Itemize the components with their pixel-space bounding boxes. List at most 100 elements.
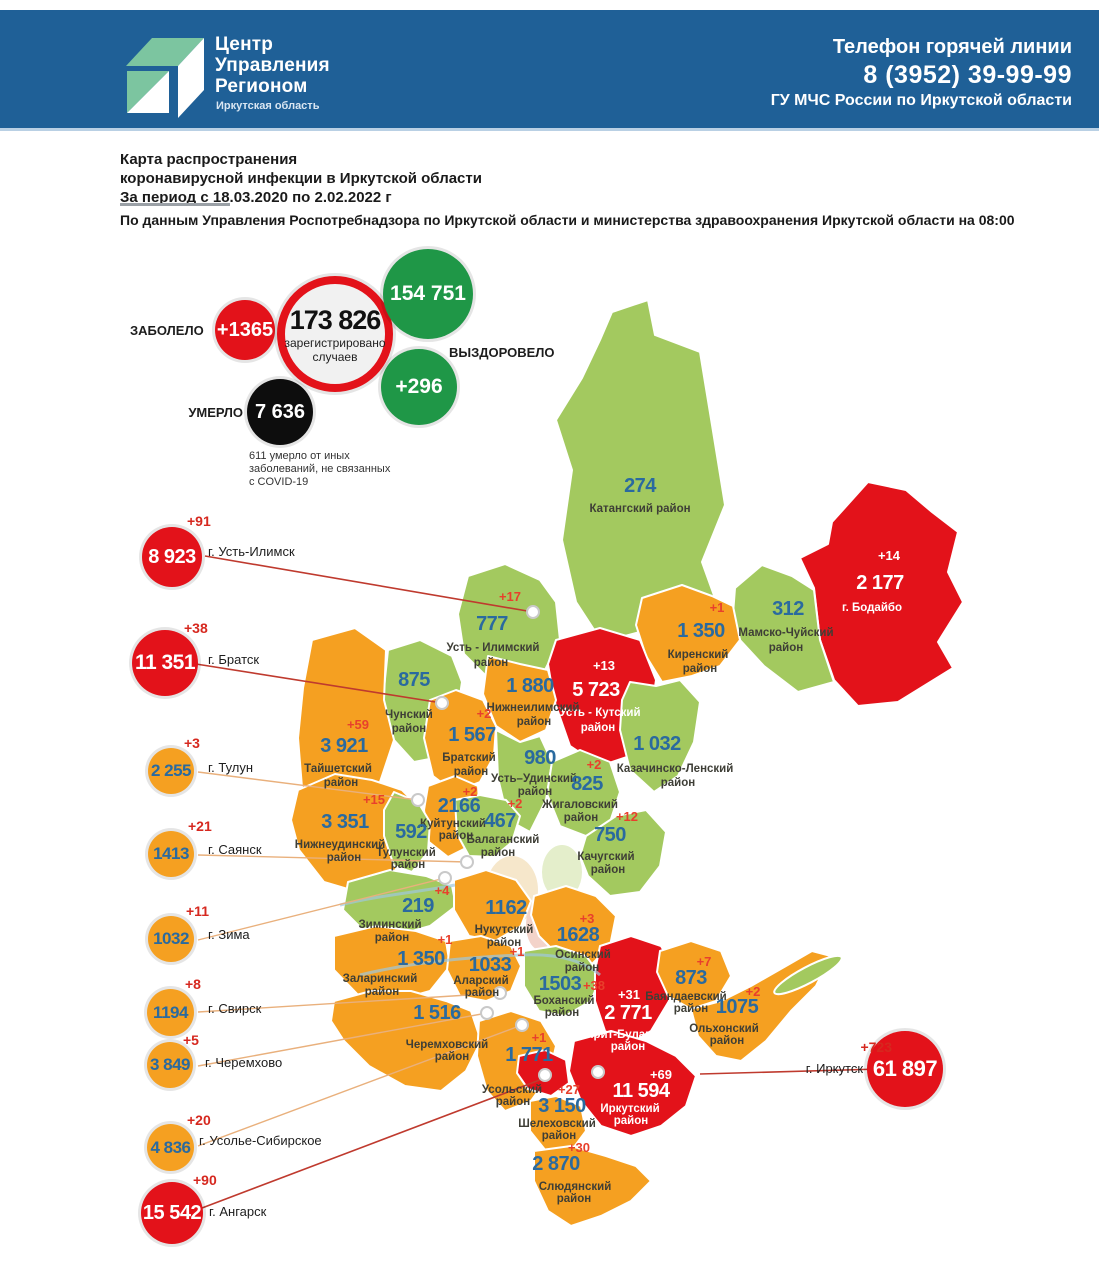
region-delta: +27 bbox=[558, 1082, 580, 1097]
region-shelekhovsky bbox=[529, 1095, 587, 1152]
city-circle: 15 542 bbox=[141, 1182, 203, 1244]
region-delta: +2 bbox=[508, 796, 523, 811]
region-value: 2166 bbox=[438, 795, 481, 817]
region-delta: +2 bbox=[746, 984, 761, 999]
region-value: 1 567 bbox=[448, 724, 496, 746]
region-name: Черемховский bbox=[406, 1039, 488, 1051]
registered-circle: 173 826 зарегистрировано случаев bbox=[277, 276, 393, 392]
region-name: Нижнеилимский bbox=[487, 702, 580, 714]
region-name: район bbox=[474, 657, 509, 669]
logo-subtitle: Иркутская область bbox=[216, 100, 320, 112]
region-value: 3 921 bbox=[320, 735, 368, 757]
region-value: 2 771 bbox=[604, 1002, 652, 1024]
region-name: район bbox=[611, 1041, 646, 1053]
region-name: Тайшетский bbox=[304, 763, 372, 775]
city-dot-tulun bbox=[411, 793, 425, 807]
region-name: Усть - Илимский bbox=[446, 642, 539, 654]
city-circle: 3 849 bbox=[147, 1042, 193, 1088]
connector-angarsk bbox=[201, 1077, 546, 1209]
region-value: 1 350 bbox=[677, 620, 725, 642]
region-delta: +69 bbox=[650, 1067, 672, 1082]
city-delta: +38 bbox=[184, 620, 208, 636]
region-name: район bbox=[565, 962, 600, 974]
region-name: Заларинский bbox=[343, 973, 418, 985]
region-name: Нижнеудинский bbox=[295, 839, 385, 851]
region-name: район bbox=[557, 1193, 592, 1205]
region-name: Иркутский bbox=[600, 1103, 659, 1115]
region-name: Киренский bbox=[668, 649, 729, 661]
region-name: район bbox=[365, 986, 400, 998]
city-ust-ilimsk: 8 923 +91 г. Усть-Илимск bbox=[142, 513, 295, 587]
registered-value: 173 826 bbox=[289, 304, 382, 335]
region-delta: +3 bbox=[580, 911, 595, 926]
hotline-block: Телефон горячей линии 8 (3952) 39-99-99 … bbox=[771, 34, 1072, 112]
region-name: Нукутский bbox=[475, 924, 534, 936]
city-delta: +3 bbox=[184, 735, 200, 751]
region-value: 274 bbox=[624, 475, 657, 497]
region-name: г. Бодайбо bbox=[842, 602, 902, 614]
region-value: 1075 bbox=[716, 996, 759, 1018]
city-value: 1413 bbox=[153, 844, 189, 863]
dead-note-line2: заболеваний, не связанных bbox=[249, 463, 391, 475]
region-nizhneilimsky bbox=[482, 655, 557, 743]
region-slyudyansky bbox=[533, 1145, 652, 1227]
region-value: 1 516 bbox=[413, 1002, 461, 1024]
region-value: 11 594 bbox=[612, 1080, 670, 1102]
region-value: 1503 bbox=[539, 973, 582, 995]
region-name: Мамско-Чуйский bbox=[738, 627, 833, 639]
region-kachugsky bbox=[579, 809, 667, 897]
region-value: 2 177 bbox=[856, 572, 904, 594]
hotline-label: Телефон горячей линии bbox=[832, 36, 1072, 58]
city-svirsk: 1194 +8 г. Свирск bbox=[147, 976, 261, 1036]
region-delta: +2 bbox=[477, 706, 492, 721]
region-name: Усть - Кутский bbox=[559, 707, 640, 719]
recovered-value: 154 751 bbox=[390, 282, 466, 305]
sick-delta-circle: +1365 bbox=[215, 300, 275, 360]
city-value: 8 923 bbox=[148, 545, 196, 568]
region-delta: +38 bbox=[583, 978, 605, 993]
city-value: 1032 bbox=[153, 929, 189, 948]
city-dot-sayansk bbox=[460, 855, 474, 869]
city-delta: +90 bbox=[193, 1172, 217, 1188]
region-cheremkhovsky bbox=[330, 990, 482, 1092]
region-name: район bbox=[614, 1115, 649, 1127]
region-name: Усольский bbox=[482, 1084, 542, 1096]
region-name: Братский bbox=[442, 752, 495, 764]
region-value: 592 bbox=[395, 821, 427, 843]
region-bayandaevsky bbox=[656, 940, 732, 1010]
region-name: район bbox=[674, 1003, 709, 1015]
region-value: 777 bbox=[476, 613, 508, 635]
city-angarsk: 15 542 +90 г. Ангарск bbox=[141, 1172, 266, 1244]
region-balagansky bbox=[454, 794, 521, 858]
region-name: район bbox=[710, 1035, 745, 1047]
olkhon-island bbox=[773, 954, 843, 996]
hotline-phone: 8 (3952) 39-99-99 bbox=[863, 61, 1072, 89]
region-value: 750 bbox=[594, 824, 626, 846]
logo-title: Центр Управления Регионом bbox=[215, 34, 330, 97]
city-label: г. Иркутск bbox=[805, 1061, 863, 1076]
region-name: район bbox=[439, 830, 474, 842]
region-value: 467 bbox=[484, 810, 516, 832]
page-title: Карта распространения коронавирусной инф… bbox=[120, 150, 482, 207]
region-name: район bbox=[435, 1051, 470, 1063]
city-irkutsk: 61 897 +723 г. Иркутск bbox=[806, 1031, 943, 1107]
region-name: Ольхонский bbox=[689, 1023, 759, 1035]
city-dot-angarsk bbox=[538, 1068, 552, 1082]
region-bratsky bbox=[423, 689, 497, 793]
connector-svirsk bbox=[197, 992, 501, 1013]
region-delta: +15 bbox=[363, 792, 385, 807]
region-name: район bbox=[487, 937, 522, 949]
region-name: Куйтунский bbox=[420, 818, 486, 830]
region-ekhirit-bulagatsky bbox=[594, 935, 677, 1047]
registered-label1: зарегистрировано bbox=[284, 335, 386, 350]
header-bar: Центр Управления Регионом Иркутская обла… bbox=[0, 10, 1099, 131]
logo-line1: Центр bbox=[215, 34, 274, 55]
city-label: г. Тулун bbox=[208, 760, 254, 775]
recovered-circle: 154 751 bbox=[383, 249, 473, 339]
city-label: г. Черемхово bbox=[205, 1055, 283, 1070]
city-circle: 1194 bbox=[147, 989, 194, 1036]
region-value: 1033 bbox=[469, 954, 512, 976]
region-name: район bbox=[545, 1007, 580, 1019]
region-value: 2 870 bbox=[532, 1153, 580, 1175]
